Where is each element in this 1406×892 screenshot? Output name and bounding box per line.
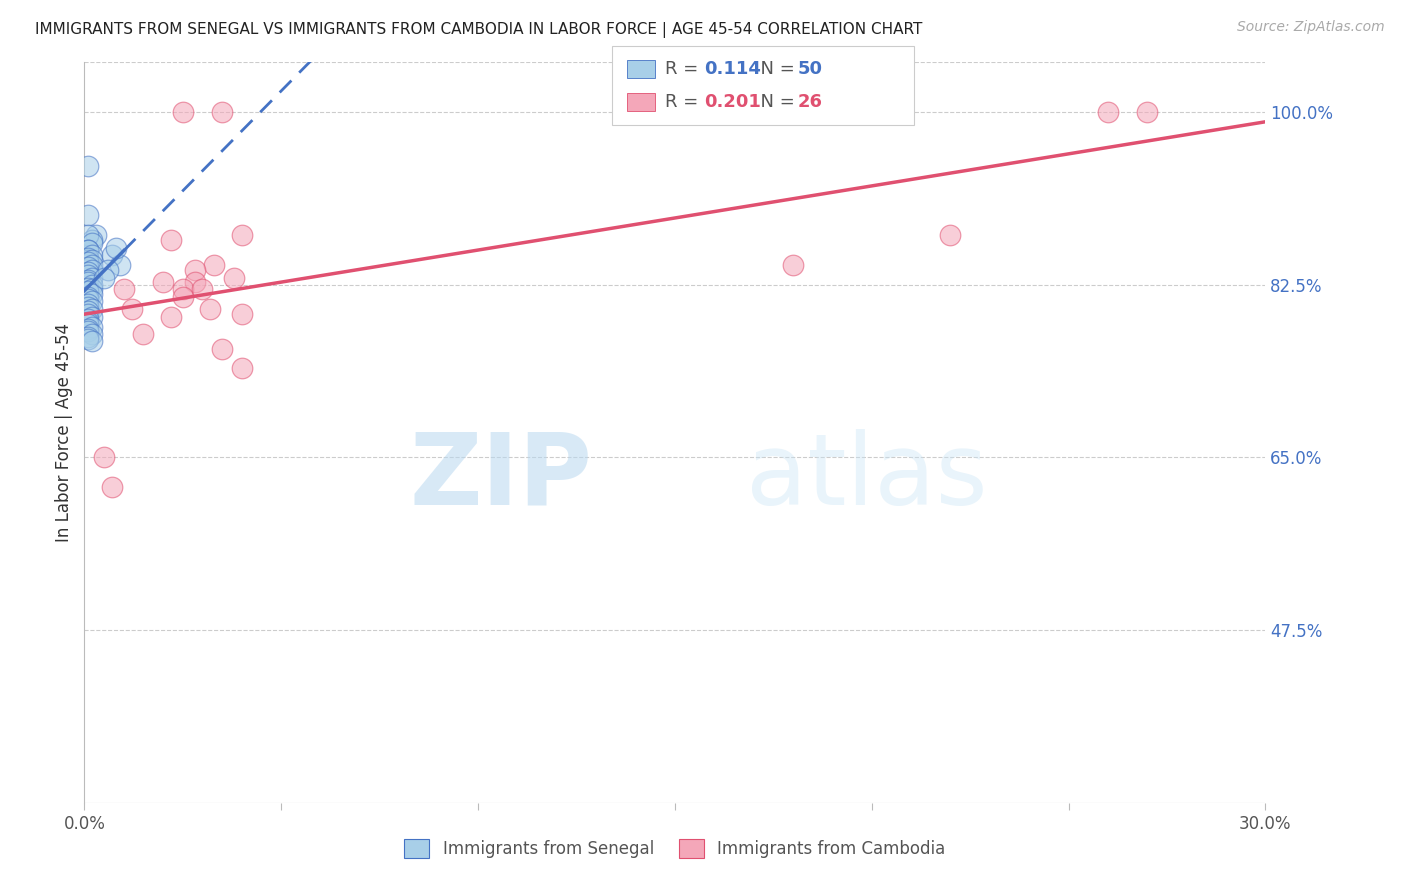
Point [93, 270, 115, 285]
Point [77, 330, 100, 344]
Point [77, 252, 100, 267]
Point [183, 262, 205, 277]
Point [93, 450, 115, 465]
Point [782, 258, 804, 272]
Point [82, 326, 104, 341]
Point [172, 104, 194, 119]
Point [77, 255, 100, 269]
Text: Source: ZipAtlas.com: Source: ZipAtlas.com [1237, 20, 1385, 34]
Point [77, 332, 100, 346]
Text: atlas: atlas [745, 428, 987, 525]
Point [82, 252, 104, 267]
Text: N =: N = [749, 93, 801, 111]
Point [1136, 104, 1159, 119]
Point [160, 233, 183, 247]
Point [77, 285, 100, 299]
Point [84, 228, 107, 243]
Point [77, 307, 100, 321]
Point [77, 290, 100, 304]
Point [172, 290, 194, 304]
Point [160, 310, 183, 325]
Point [132, 326, 155, 341]
Point [211, 342, 233, 356]
Point [231, 228, 253, 243]
Point [77, 275, 100, 289]
Point [77, 243, 100, 257]
Point [77, 315, 100, 329]
Point [97, 262, 120, 277]
Point [77, 304, 100, 318]
Point [200, 302, 222, 317]
Point [112, 283, 135, 297]
Point [191, 283, 214, 297]
Point [77, 243, 100, 257]
Point [101, 248, 124, 262]
Text: 0.201: 0.201 [704, 93, 761, 111]
Point [172, 283, 194, 297]
Point [82, 270, 104, 285]
Point [82, 258, 104, 272]
Point [77, 272, 100, 286]
Point [82, 236, 104, 251]
Point [183, 275, 205, 289]
Text: N =: N = [749, 60, 801, 78]
Text: 50: 50 [797, 60, 823, 78]
Point [77, 280, 100, 294]
Point [152, 275, 174, 289]
Point [77, 300, 100, 314]
Point [77, 293, 100, 307]
Point [231, 307, 253, 321]
Point [202, 258, 225, 272]
Point [1097, 104, 1119, 119]
Point [939, 228, 962, 243]
Point [82, 320, 104, 334]
Point [82, 334, 104, 348]
Text: ZIP: ZIP [409, 428, 592, 525]
Point [82, 302, 104, 317]
Point [82, 233, 104, 247]
Point [77, 324, 100, 338]
Point [82, 248, 104, 262]
Point [77, 260, 100, 274]
Legend: Immigrants from Senegal, Immigrants from Cambodia: Immigrants from Senegal, Immigrants from… [398, 833, 952, 865]
Point [222, 270, 245, 285]
Point [82, 262, 104, 277]
Text: R =: R = [665, 60, 704, 78]
Point [77, 159, 100, 173]
Point [77, 297, 100, 311]
Point [77, 209, 100, 223]
Point [77, 265, 100, 279]
Point [104, 241, 127, 255]
Point [231, 361, 253, 376]
Point [77, 228, 100, 243]
Text: IMMIGRANTS FROM SENEGAL VS IMMIGRANTS FROM CAMBODIA IN LABOR FORCE | AGE 45-54 C: IMMIGRANTS FROM SENEGAL VS IMMIGRANTS FR… [35, 22, 922, 38]
Point [82, 310, 104, 325]
Point [121, 302, 143, 317]
Point [77, 312, 100, 326]
Y-axis label: In Labor Force | Age 45-54: In Labor Force | Age 45-54 [55, 323, 73, 542]
Point [101, 480, 124, 494]
Point [82, 283, 104, 297]
Point [82, 294, 104, 309]
Point [82, 287, 104, 301]
Point [82, 277, 104, 292]
Point [77, 317, 100, 331]
Point [108, 258, 131, 272]
Text: 0.114: 0.114 [704, 60, 761, 78]
Text: R =: R = [665, 93, 704, 111]
Point [77, 322, 100, 336]
Point [77, 251, 100, 265]
Point [211, 104, 233, 119]
Text: 26: 26 [797, 93, 823, 111]
Point [77, 268, 100, 282]
